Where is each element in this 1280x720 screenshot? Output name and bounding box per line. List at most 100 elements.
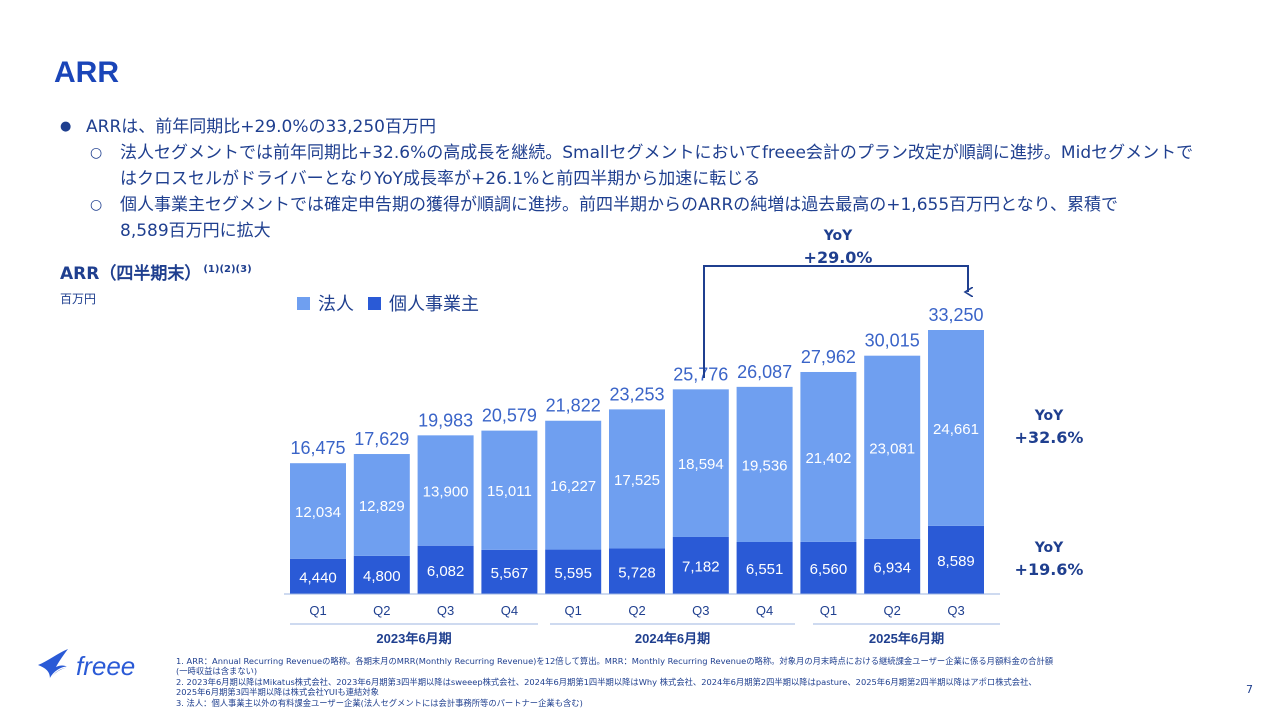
label-total-2: 19,983 <box>418 410 473 430</box>
bullet-individual-line2: 8,589百万円に拡大 <box>120 221 271 241</box>
bullet-main: ARRは、前年同期比+29.0%の33,250百万円 <box>60 114 1250 140</box>
tick-label-0: Q1 <box>309 603 326 618</box>
bar-corporate-3 <box>481 430 538 550</box>
label-individual-5: 5,728 <box>618 564 656 581</box>
label-corporate-1: 12,829 <box>359 498 405 515</box>
label-total-8: 27,962 <box>801 347 856 367</box>
bar-corporate-1 <box>353 454 410 556</box>
bar-corporate-7 <box>736 386 793 542</box>
label-corporate-3: 15,011 <box>487 483 532 500</box>
legend-label-individual: 個人事業主 <box>389 294 479 315</box>
label-total-9: 30,015 <box>865 331 920 351</box>
label-individual-3: 5,567 <box>491 565 529 582</box>
bar-corporate-0 <box>290 463 346 559</box>
footnote-2-cont: 2025年6月期第3四半期以降は株式会社YUIも連結対象 <box>176 687 379 698</box>
bar-individual-10 <box>928 525 984 594</box>
label-total-1: 17,629 <box>354 429 409 449</box>
label-corporate-2: 13,900 <box>423 484 469 501</box>
label-corporate-9: 23,081 <box>869 440 915 457</box>
yoy-corporate-value-wrap: +32.6% <box>1006 427 1092 448</box>
footnote-2: 2. 2023年6月期以降はMikatus株式会社、2023年6月期第3四半期以… <box>176 676 1037 687</box>
label-total-0: 16,475 <box>290 438 345 458</box>
chart-unit: 百万円 <box>60 292 97 306</box>
yoy-total-arrow <box>703 265 968 378</box>
bullet-corporate: 法人セグメントでは前年同期比+32.6%の高成長を継続。Smallセグメントにお… <box>60 140 1250 192</box>
tick-label-2: Q3 <box>437 603 454 618</box>
bar-individual-0 <box>290 558 346 594</box>
label-corporate-10: 24,661 <box>933 421 979 438</box>
legend-item-individual: 個人事業主 <box>368 290 479 316</box>
freee-logo-text: freee <box>76 651 135 681</box>
tick-label-6: Q3 <box>692 603 709 618</box>
freee-logo: freee <box>38 649 135 681</box>
bar-corporate-4 <box>545 420 602 550</box>
tick-label-3: Q4 <box>501 603 518 618</box>
bars-layer: 4,440 12,034 16,475 4,800 12,829 17,629 6,082 1… <box>290 305 984 594</box>
yoy-individual-value: +19.6 <box>1014 560 1068 579</box>
bullet-individual: 個人事業主セグメントでは確定申告期の獲得が順調に進捗。前四半期からのARRの純増… <box>60 192 1250 244</box>
label-total-6: 25,776 <box>673 364 728 384</box>
bar-individual-9 <box>864 538 921 594</box>
legend-label-corporate: 法人 <box>318 294 354 315</box>
footnote-3: 3. 法人：個人事業主以外の有料課金ユーザー企業(法人セグメントには会計事務所等… <box>176 697 583 708</box>
tick-label-10: Q3 <box>947 603 964 618</box>
yoy-total-label: YoY <box>823 228 853 244</box>
footnote-1: 1. ARR：Annual Recurring Revenueの略称。各期末月の… <box>176 656 1054 666</box>
footnote-1-cont: (一時収益は含まない) <box>176 666 258 677</box>
label-total-4: 21,822 <box>546 396 601 416</box>
yoy-total-pct: % <box>856 248 873 267</box>
label-individual-6: 7,182 <box>682 558 720 575</box>
yoy-total: YoY +29.0% <box>792 226 884 268</box>
bar-individual-7 <box>736 541 793 594</box>
yoy-corporate: YoY +32.6% <box>1006 406 1092 448</box>
axis-layer: Q1 Q2 Q3 Q4 Q1 Q2 Q3 Q4 Q1 Q2 Q3 2023年6月期 2024年6月期 20… <box>284 593 1000 646</box>
label-individual-4: 5,595 <box>554 565 592 582</box>
legend-swatch-individual <box>368 296 381 310</box>
yoy-corporate-pct: % <box>1067 428 1084 447</box>
yoy-individual-value-wrap: +19.6% <box>1006 559 1092 580</box>
page-number: 7 <box>1246 683 1253 696</box>
label-corporate-5: 17,525 <box>614 472 660 489</box>
summary-bullets: ARRは、前年同期比+29.0%の33,250百万円 法人セグメントでは前年同期… <box>60 114 1250 244</box>
legend-item-corporate: 法人 <box>297 290 354 316</box>
tick-label-5: Q2 <box>628 603 645 618</box>
yoy-total-value: +29.0 <box>803 248 857 267</box>
label-total-10: 33,250 <box>928 305 983 325</box>
bar-individual-8 <box>800 541 857 594</box>
label-individual-7: 6,551 <box>746 561 784 578</box>
label-individual-8: 6,560 <box>810 561 848 578</box>
bullet-corporate-line1: 法人セグメントでは前年同期比+32.6%の高成長を継続。Smallセグメントにお… <box>120 143 1194 163</box>
label-individual-2: 6,082 <box>427 563 465 580</box>
tick-label-7: Q4 <box>756 603 773 618</box>
bar-individual-4 <box>545 549 602 594</box>
yoy-total-value-wrap: +29.0% <box>792 247 884 268</box>
yoy-corporate-value: +32.6 <box>1014 428 1068 447</box>
label-individual-10: 8,589 <box>937 553 975 570</box>
legend-swatch-corporate <box>297 296 310 310</box>
bar-individual-3 <box>481 549 538 594</box>
bar-corporate-6 <box>672 389 729 537</box>
tick-label-4: Q1 <box>565 603 582 618</box>
bar-individual-6 <box>672 536 729 594</box>
bar-corporate-10 <box>928 330 984 526</box>
label-total-5: 23,253 <box>609 384 664 404</box>
label-individual-0: 4,440 <box>299 569 337 586</box>
chart-legend: 法人 個人事業主 <box>297 290 493 316</box>
label-individual-9: 6,934 <box>873 559 911 576</box>
freee-bird-icon <box>38 649 69 680</box>
chart-title-footnote-ref: (1)(2)(3) <box>203 264 252 276</box>
group-label-0: 2023年6月期 <box>376 631 451 646</box>
bar-corporate-8 <box>800 371 857 542</box>
chart-title: ARR（四半期末） (1)(2)(3) <box>60 259 252 284</box>
label-corporate-4: 16,227 <box>550 478 596 495</box>
label-corporate-7: 19,536 <box>742 457 788 474</box>
yoy-individual-pct: % <box>1067 560 1084 579</box>
bullet-corporate-line2: はクロスセルがドライバーとなりYoY成長率が+26.1%と前四半期から加速に転じ… <box>120 169 761 189</box>
yoy-corporate-label: YoY <box>1034 408 1064 424</box>
bar-corporate-9 <box>864 355 921 539</box>
group-label-1: 2024年6月期 <box>635 631 710 646</box>
tick-label-9: Q2 <box>884 603 901 618</box>
label-total-3: 20,579 <box>482 406 537 426</box>
bar-individual-1 <box>353 555 410 594</box>
